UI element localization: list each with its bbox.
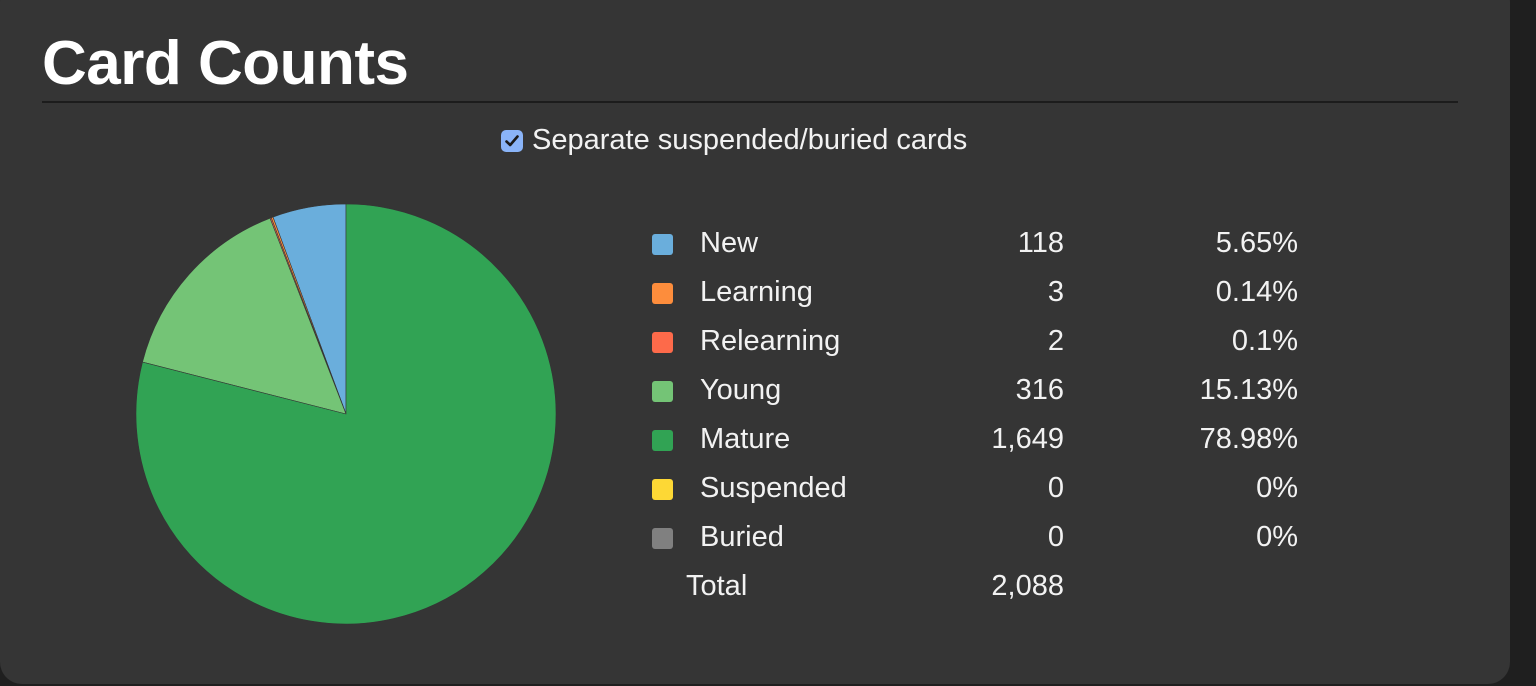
legend-label: Suspended: [700, 472, 847, 504]
legend-table: New 118 5.65% Learning 3 0.14% Relearning 2 0.1%…: [650, 221, 1310, 613]
legend-swatch: [652, 234, 673, 255]
legend-count: 3: [1047, 276, 1064, 308]
legend-swatch: [652, 381, 673, 402]
legend-row-learning: Learning 3 0.14%: [650, 270, 1310, 319]
legend-count: 2: [1047, 325, 1064, 357]
legend-percentage: 5.65%: [1215, 227, 1298, 259]
total-count: 2,088: [991, 570, 1064, 602]
checkmark-icon: [505, 134, 519, 146]
legend-swatch: [652, 430, 673, 451]
legend-percentage: 78.98%: [1199, 423, 1298, 455]
legend-label: Buried: [700, 521, 784, 553]
legend-row-young: Young 316 15.13%: [650, 368, 1310, 417]
legend-row-buried: Buried 0 0%: [650, 515, 1310, 564]
pie-chart-svg: [135, 203, 557, 625]
page-title: Card Counts: [42, 29, 409, 98]
title-divider: [42, 101, 1458, 103]
pie-slice-young[interactable]: [142, 217, 347, 415]
legend-percentage: 0.1%: [1231, 325, 1298, 357]
legend-percentage: 0%: [1256, 521, 1298, 553]
legend-count: 0: [1047, 472, 1064, 504]
legend-label: Learning: [700, 276, 813, 308]
legend-row-mature: Mature 1,649 78.98%: [650, 417, 1310, 466]
legend-label: New: [700, 227, 759, 259]
legend-label: Mature: [700, 423, 791, 455]
legend-swatch: [652, 283, 673, 304]
legend-row-suspended: Suspended 0 0%: [650, 466, 1310, 515]
separate-suspended-toggle[interactable]: Separate suspended/buried cards: [501, 124, 967, 157]
legend-percentage: 0%: [1256, 472, 1298, 504]
total-label: Total: [686, 570, 748, 602]
legend-swatch: [652, 528, 673, 549]
legend-label: Young: [700, 374, 782, 406]
pie-slice-mature[interactable]: [135, 203, 557, 625]
legend-percentage: 15.13%: [1199, 374, 1298, 406]
legend-count: 1,649: [991, 423, 1064, 455]
toggle-label: Separate suspended/buried cards: [532, 124, 968, 156]
legend-row-relearning: Relearning 2 0.1%: [650, 319, 1310, 368]
legend-swatch: [652, 332, 673, 353]
checkbox[interactable]: [501, 129, 523, 152]
legend-count: 0: [1047, 521, 1064, 553]
legend-row-new: New 118 5.65%: [650, 221, 1310, 270]
pie-chart: [130, 198, 562, 630]
legend-count: 316: [1015, 374, 1064, 406]
legend-percentage: 0.14%: [1215, 276, 1298, 308]
legend-count: 118: [1017, 227, 1064, 259]
legend-label: Relearning: [700, 325, 841, 357]
legend-total-row: Total 2,088: [650, 564, 1310, 613]
legend-swatch: [652, 479, 673, 500]
